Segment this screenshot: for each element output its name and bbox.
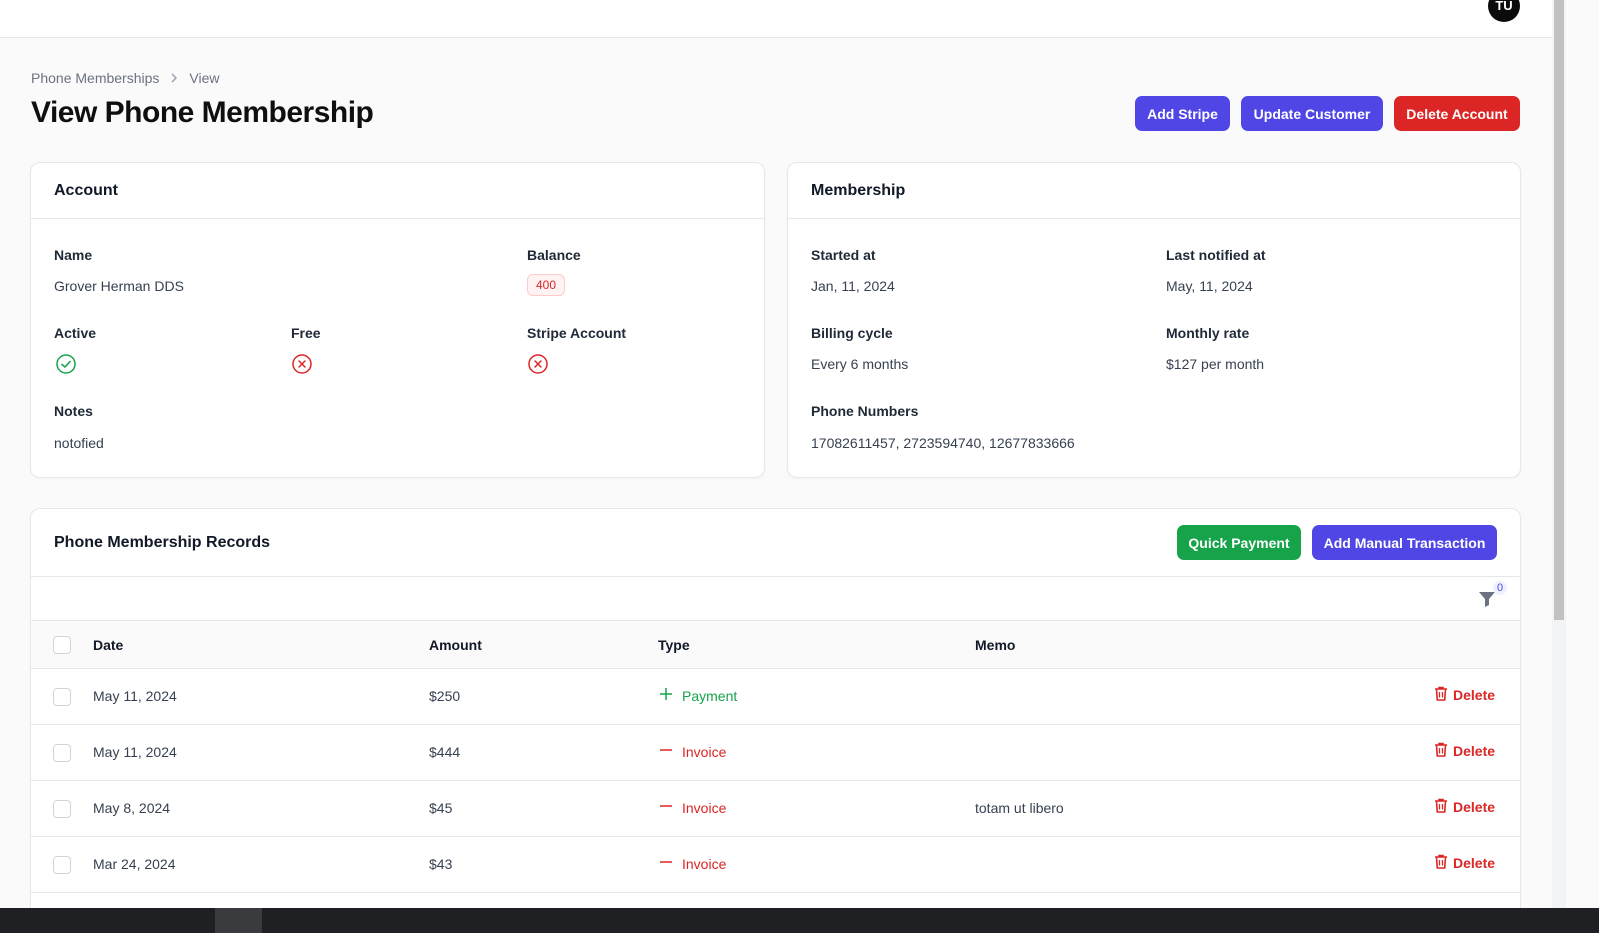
row-amount: $45 [429, 800, 453, 816]
name-value: Grover Herman DDS [54, 278, 184, 294]
column-type[interactable]: Type [658, 637, 690, 653]
top-bar: TU [0, 0, 1566, 38]
row-delete-label: Delete [1453, 743, 1496, 759]
check-circle-icon [55, 353, 77, 375]
row-delete-button[interactable]: Delete [1434, 798, 1495, 816]
column-amount[interactable]: Amount [429, 637, 482, 653]
plus-icon [658, 686, 674, 705]
table-header: Date Amount Type Memo [31, 621, 1520, 669]
breadcrumb-phone-memberships[interactable]: Phone Memberships [31, 70, 160, 86]
minus-icon [658, 854, 674, 873]
table-row: Mar 24, 2024 $43 Invoice Delete [31, 837, 1520, 893]
last-notified-label: Last notified at [1166, 247, 1266, 263]
column-date[interactable]: Date [93, 637, 124, 653]
breadcrumb: Phone Memberships View [31, 70, 220, 86]
row-type: Invoice [658, 742, 726, 761]
account-card-title: Account [31, 163, 764, 219]
breadcrumb-current: View [189, 70, 220, 86]
trash-icon [1434, 742, 1448, 760]
table-toolbar: 0 [31, 576, 1520, 621]
row-memo: totam ut libero [975, 800, 1064, 816]
last-notified-value: May, 11, 2024 [1166, 278, 1253, 294]
row-amount: $43 [429, 856, 453, 872]
balance-label: Balance [527, 247, 581, 263]
row-checkbox[interactable] [53, 856, 71, 874]
phone-numbers-label: Phone Numbers [811, 403, 919, 419]
free-label: Free [291, 325, 321, 341]
trash-icon [1434, 798, 1448, 816]
page-title: View Phone Membership [31, 96, 374, 129]
notes-value: notofied [54, 435, 104, 451]
row-date: May 11, 2024 [93, 744, 177, 760]
row-date: May 11, 2024 [93, 688, 177, 704]
row-type-label: Invoice [682, 855, 727, 872]
phone-numbers-value: 17082611457, 2723594740, 12677833666 [811, 435, 1075, 451]
started-at-label: Started at [811, 247, 876, 263]
row-type: Payment [658, 686, 737, 705]
chevron-right-icon [169, 71, 179, 86]
x-circle-icon [527, 353, 549, 375]
billing-cycle-label: Billing cycle [811, 325, 893, 341]
row-checkbox[interactable] [53, 688, 71, 706]
minus-icon [658, 798, 674, 817]
monthly-rate-label: Monthly rate [1166, 325, 1250, 341]
row-delete-label: Delete [1453, 855, 1496, 871]
trash-icon [1434, 854, 1448, 872]
started-at-value: Jan, 11, 2024 [811, 278, 895, 294]
row-type: Invoice [658, 798, 726, 817]
row-delete-label: Delete [1453, 799, 1496, 815]
quick-payment-button[interactable]: Quick Payment [1177, 525, 1301, 560]
notes-label: Notes [54, 403, 93, 419]
bottom-taskbar [0, 908, 1599, 933]
row-delete-button[interactable]: Delete [1434, 686, 1495, 704]
row-amount: $444 [429, 744, 461, 760]
row-type: Invoice [658, 854, 726, 873]
stripe-account-label: Stripe Account [527, 325, 627, 341]
user-avatar[interactable]: TU [1488, 0, 1520, 22]
trash-icon [1434, 686, 1448, 704]
balance-badge: 400 [527, 274, 566, 296]
filter-count-badge: 0 [1493, 581, 1508, 595]
x-circle-icon [291, 353, 313, 375]
select-all-checkbox[interactable] [53, 636, 71, 654]
taskbar-segment [215, 908, 262, 933]
row-date: May 8, 2024 [93, 800, 171, 816]
update-customer-button[interactable]: Update Customer [1241, 96, 1383, 131]
active-label: Active [54, 325, 97, 341]
account-card: Account Name Grover Herman DDS Balance 4… [30, 162, 765, 478]
table-row: May 11, 2024 $250 Payment Delete [31, 669, 1520, 725]
monthly-rate-value: $127 per month [1166, 356, 1265, 372]
row-type-label: Invoice [682, 743, 727, 760]
row-date: Mar 24, 2024 [93, 856, 176, 872]
row-checkbox[interactable] [53, 744, 71, 762]
membership-card-title: Membership [788, 163, 1520, 219]
delete-account-button[interactable]: Delete Account [1394, 96, 1520, 131]
filter-icon[interactable] [1477, 589, 1497, 609]
scrollbar-thumb[interactable] [1554, 0, 1564, 620]
records-title: Phone Membership Records [54, 534, 271, 551]
billing-cycle-value: Every 6 months [811, 356, 909, 372]
row-amount: $250 [429, 688, 461, 704]
records-card: Phone Membership Records Quick Payment A… [30, 508, 1521, 933]
row-type-label: Payment [682, 687, 738, 704]
table-row: May 11, 2024 $444 Invoice Delete [31, 725, 1520, 781]
column-memo[interactable]: Memo [975, 637, 1016, 653]
name-label: Name [54, 247, 93, 263]
table-row: May 8, 2024 $45 Invoice totam ut libero … [31, 781, 1520, 837]
page-scrollbar[interactable] [1552, 0, 1566, 933]
row-delete-button[interactable]: Delete [1434, 854, 1495, 872]
add-stripe-button[interactable]: Add Stripe [1135, 96, 1230, 131]
row-type-label: Invoice [682, 799, 727, 816]
membership-card: Membership Started at Jan, 11, 2024 Last… [787, 162, 1521, 478]
minus-icon [658, 742, 674, 761]
add-manual-transaction-button[interactable]: Add Manual Transaction [1312, 525, 1497, 560]
row-delete-button[interactable]: Delete [1434, 742, 1495, 760]
row-checkbox[interactable] [53, 800, 71, 818]
row-delete-label: Delete [1453, 687, 1496, 703]
